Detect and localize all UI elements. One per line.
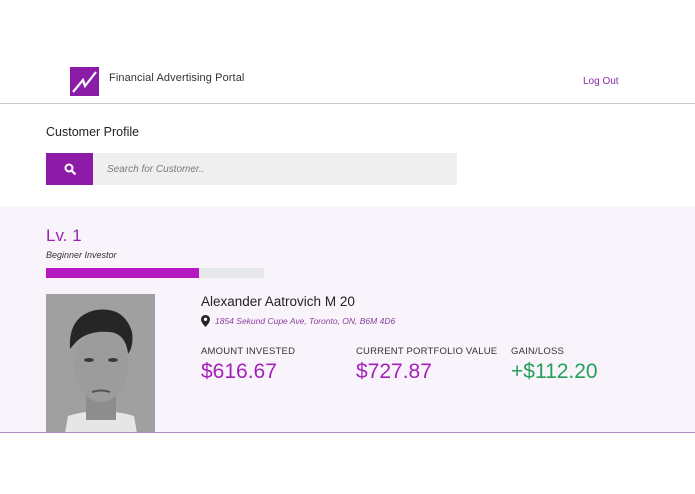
search-button[interactable]	[46, 153, 93, 185]
search-input[interactable]	[93, 153, 457, 185]
stat-portfolio-value: CURRENT PORTFOLIO VALUE $727.87	[356, 346, 497, 384]
rank-label: Beginner Investor	[46, 250, 117, 260]
customer-photo	[46, 294, 155, 432]
customer-name: Alexander Aatrovich M 20	[201, 294, 355, 309]
app-title: Financial Advertising Portal	[109, 72, 245, 84]
stat-label: CURRENT PORTFOLIO VALUE	[356, 346, 498, 357]
stat-label: GAIN/LOSS	[511, 346, 565, 357]
stat-gain-loss: GAIN/LOSS +$112.20	[511, 346, 598, 384]
search-icon	[64, 163, 76, 175]
level-progress-fill	[46, 268, 199, 278]
stat-value: +$112.20	[511, 360, 598, 383]
logout-link[interactable]: Log Out	[583, 76, 619, 87]
customer-address: 1854 Sekund Cupe Ave, Toronto, ON, B6M 4…	[201, 315, 395, 327]
stat-label: AMOUNT INVESTED	[201, 346, 296, 357]
stat-amount-invested: AMOUNT INVESTED $616.67	[201, 346, 295, 384]
customer-search	[46, 153, 457, 185]
page-title: Customer Profile	[46, 125, 140, 139]
rising-chart-icon	[70, 67, 99, 96]
stat-value: $727.87	[356, 360, 432, 383]
level-progress-bar	[46, 268, 264, 278]
map-pin-icon	[201, 315, 210, 327]
customer-profile-card: Lv. 1 Beginner Investor Alexander Aatrov…	[0, 206, 695, 433]
top-header: Financial Advertising Portal Log Out	[0, 0, 695, 104]
address-text: 1854 Sekund Cupe Ave, Toronto, ON, B6M 4…	[215, 316, 396, 326]
stat-value: $616.67	[201, 360, 277, 383]
level-label: Lv. 1	[46, 226, 82, 245]
